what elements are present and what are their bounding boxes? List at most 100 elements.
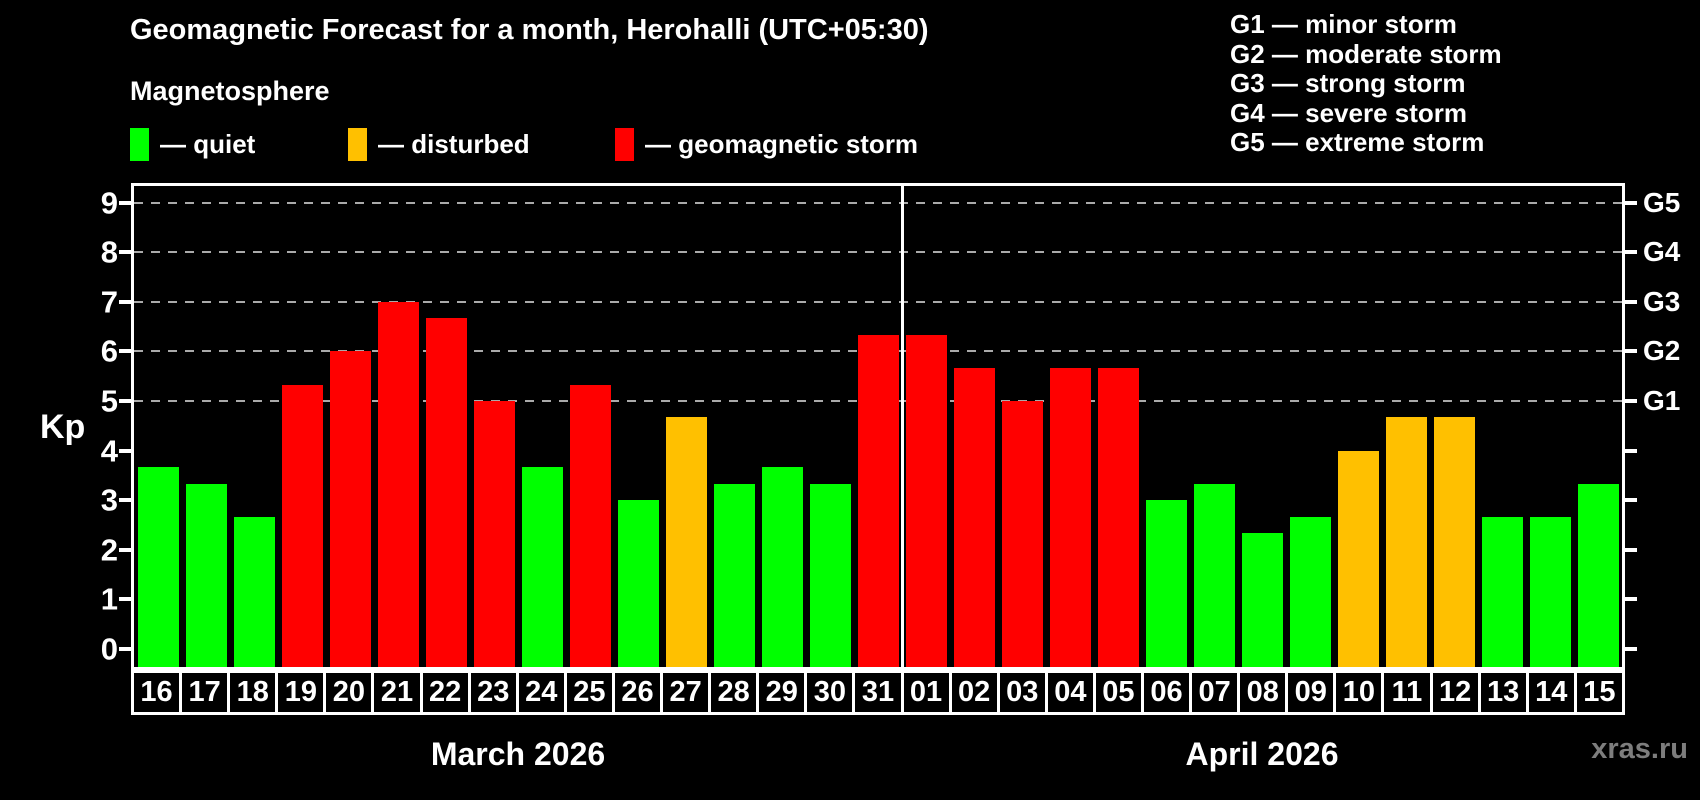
bar-april-04 (1049, 367, 1091, 667)
y-tick-label-7: 7 (100, 284, 118, 320)
chart-title: Geomagnetic Forecast for a month, Heroha… (130, 14, 929, 46)
date-box-30: 30 (804, 670, 856, 715)
right-tick-kp5 (1625, 399, 1637, 403)
gridline-kp8 (134, 251, 1622, 254)
g-level-label-g4: G4 (1643, 236, 1681, 268)
g-level-label-g3: G3 (1643, 285, 1681, 317)
g-level-label-g1: G1 (1643, 385, 1681, 416)
left-tick-kp0 (119, 647, 131, 651)
g-level-label-g5: G5 (1643, 186, 1681, 218)
bar-april-05 (1097, 367, 1139, 667)
y-tick-label-4: 4 (100, 433, 118, 469)
date-box-06: 06 (1140, 670, 1193, 715)
legend-item-quiet: — quiet (130, 128, 255, 161)
date-box-19: 19 (275, 670, 327, 715)
date-box-13: 13 (1477, 670, 1529, 715)
date-box-27: 27 (660, 670, 712, 715)
date-box-28: 28 (708, 670, 760, 715)
y-tick-label-2: 2 (100, 532, 118, 568)
bar-april-03 (1001, 401, 1043, 667)
month-divider-line (900, 186, 904, 667)
left-tick-kp6 (119, 349, 131, 354)
legend-label: — quiet (160, 129, 256, 159)
date-box-21: 21 (371, 670, 423, 715)
date-box-18: 18 (227, 670, 279, 715)
storm-scale-line-g3: G3 — strong storm (1230, 68, 1466, 98)
legend-label: — geomagnetic storm (645, 129, 919, 159)
storm-swatch-icon (615, 128, 634, 161)
left-tick-kp4 (119, 448, 131, 453)
bar-march-29 (761, 466, 803, 667)
bar-march-20 (329, 351, 371, 667)
date-box-16: 16 (131, 670, 183, 715)
date-box-07: 07 (1189, 670, 1241, 715)
date-box-26: 26 (611, 670, 664, 715)
bar-april-06 (1145, 500, 1187, 667)
g-level-label-g2: G2 (1643, 335, 1681, 367)
right-tick-kp2 (1625, 547, 1637, 552)
date-box-04: 04 (1044, 670, 1096, 715)
month-label-march: March 2026 (430, 736, 606, 772)
bar-march-30 (809, 483, 851, 667)
bar-march-27 (665, 417, 707, 667)
disturbed-swatch-icon (348, 128, 367, 161)
watermark: xras.ru (1591, 733, 1688, 765)
bar-march-31 (857, 335, 899, 667)
bar-april-08 (1241, 533, 1283, 667)
bar-april-10 (1337, 450, 1379, 667)
date-box-25: 25 (563, 670, 615, 715)
right-tick-kp0 (1625, 647, 1637, 651)
y-tick-label-6: 6 (100, 333, 118, 369)
gridline-kp9 (134, 201, 1622, 204)
date-box-24: 24 (515, 670, 567, 715)
date-box-20: 20 (323, 670, 375, 715)
date-box-03: 03 (996, 670, 1048, 715)
gridline-kp7 (134, 300, 1622, 303)
magnetosphere-label: Magnetosphere (130, 76, 330, 106)
right-tick-kp9 (1625, 200, 1637, 205)
bar-march-26 (617, 500, 659, 667)
date-box-31: 31 (852, 670, 904, 715)
y-axis-title: Kp (40, 408, 86, 446)
bar-april-11 (1385, 417, 1427, 667)
right-tick-kp3 (1625, 498, 1637, 503)
date-box-09: 09 (1285, 670, 1337, 715)
left-tick-kp7 (119, 299, 131, 304)
bar-april-09 (1289, 516, 1331, 667)
right-tick-kp6 (1625, 349, 1637, 354)
date-box-15: 15 (1573, 670, 1625, 715)
date-box-12: 12 (1429, 670, 1481, 715)
bar-april-14 (1529, 516, 1571, 667)
bar-april-13 (1481, 516, 1523, 667)
plot-area (119, 183, 1637, 670)
date-box-10: 10 (1333, 670, 1385, 715)
y-tick-label-3: 3 (100, 482, 118, 518)
bar-march-17 (185, 483, 227, 667)
date-box-14: 14 (1525, 670, 1577, 715)
bar-march-28 (713, 483, 755, 667)
left-tick-kp1 (119, 597, 131, 602)
date-box-01: 01 (900, 670, 952, 715)
y-tick-label-5: 5 (100, 383, 118, 419)
left-tick-kp5 (119, 399, 131, 403)
date-box-11: 11 (1381, 670, 1433, 715)
storm-scale-line-g4: G4 — severe storm (1230, 97, 1468, 128)
date-axis: 16 17 18 19 20 21 22 23 24 25 26 27 28 29 30 31 01 02 03 04… (131, 670, 1625, 715)
right-tick-kp7 (1625, 299, 1637, 304)
left-tick-kp2 (119, 547, 131, 552)
date-box-02: 02 (948, 670, 1000, 715)
y-tick-label-1: 1 (100, 581, 118, 617)
legend-item-storm: — geomagnetic storm (615, 128, 918, 161)
date-box-23: 23 (467, 670, 519, 715)
bar-april-15 (1577, 483, 1619, 667)
quiet-swatch-icon (130, 128, 149, 161)
storm-scale-legend: G1 — minor storm G2 — moderate storm G3 … (1230, 9, 1502, 158)
right-tick-kp8 (1625, 250, 1637, 255)
left-tick-kp3 (119, 498, 131, 503)
right-tick-kp4 (1625, 448, 1637, 453)
y-tick-label-9: 9 (100, 185, 118, 221)
bar-april-12 (1433, 417, 1475, 667)
date-box-17: 17 (179, 670, 231, 715)
bar-april-02 (953, 367, 995, 667)
